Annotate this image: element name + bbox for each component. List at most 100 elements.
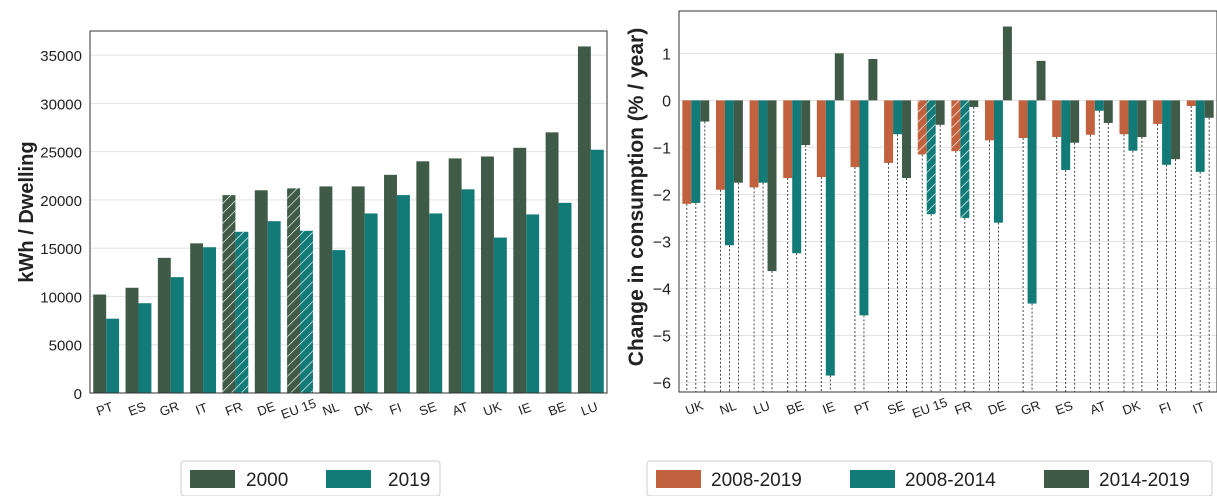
bar-pt-2019	[106, 318, 120, 393]
bar-be-2000	[545, 132, 559, 394]
bar-es-2008-2019	[1052, 100, 1062, 138]
bar-ie-2019	[526, 214, 540, 393]
x-tick-label-nl: NL	[718, 398, 739, 418]
bar-pt-2014-2019	[868, 58, 878, 101]
bar-eu-15-2014-2019	[935, 100, 945, 125]
legend-swatch-2008-2014	[850, 470, 895, 488]
bar-fi-2019	[396, 195, 410, 393]
bar-it-2000	[190, 243, 204, 393]
bar-es-2014-2019	[1070, 100, 1080, 143]
x-tick-label-lu: LU	[579, 399, 600, 419]
bar-ie-2000	[513, 147, 527, 393]
bar-pt-2008-2019	[850, 100, 860, 168]
bar-de-2019	[267, 221, 281, 393]
x-tick-label-pt: PT	[852, 398, 873, 418]
bar-pt-2000	[93, 294, 107, 393]
y-tick-label: 20000	[40, 193, 82, 210]
right-bars	[682, 26, 1214, 376]
x-tick-label-gr: GR	[1019, 397, 1042, 418]
bar-dk-2000	[351, 186, 365, 393]
y-tick-label: 35000	[40, 48, 82, 65]
bar-nl-2014-2019	[733, 100, 743, 183]
y-tick-label: −2	[653, 187, 671, 204]
right-drop-lines	[686, 106, 1210, 392]
bar-fr-2014-2019	[969, 100, 979, 107]
y-tick-label: 1	[662, 46, 671, 63]
y-tick-label: 0	[662, 93, 671, 110]
left-plot-frame	[89, 30, 608, 394]
legend-label-2014-2019: 2014-2019	[1099, 470, 1190, 491]
x-tick-label-ie: IE	[516, 400, 533, 418]
bar-dk-2008-2019	[1119, 100, 1129, 135]
x-tick-label-eu-15: EU 15	[279, 396, 318, 422]
right-y-tick-labels: −6 −5 −4 −3 −2 −1 0 1	[653, 46, 671, 392]
bar-lu-2008-2014	[758, 100, 768, 183]
x-tick-label-de: DE	[986, 398, 1008, 418]
bar-nl-2000	[319, 186, 333, 393]
bar-hatch-eu-15-2019	[300, 230, 313, 393]
bar-se-2014-2019	[902, 100, 912, 178]
bar-de-2000	[254, 190, 268, 393]
bar-se-2008-2019	[884, 100, 894, 163]
bar-hatch-fr-2008-2014	[960, 100, 970, 218]
bar-uk-2000	[480, 156, 494, 393]
bar-ie-2008-2019	[816, 100, 826, 178]
x-tick-label-se: SE	[417, 399, 439, 419]
bar-lu-2008-2019	[749, 100, 759, 188]
y-tick-label: 0	[74, 386, 82, 403]
bar-es-2008-2014	[1061, 100, 1071, 170]
x-tick-label-dk: DK	[1120, 398, 1142, 418]
bar-se-2000	[416, 161, 430, 393]
x-tick-label-de: DE	[255, 399, 277, 419]
bar-at-2019	[461, 189, 475, 393]
bar-fi-2014-2019	[1171, 100, 1181, 160]
bar-uk-2008-2019	[682, 100, 692, 204]
bar-es-2000	[125, 287, 139, 393]
bar-gr-2019	[170, 277, 184, 393]
x-tick-label-eu-15: EU 15	[910, 395, 949, 421]
bar-at-2000	[448, 158, 462, 393]
bar-de-2014-2019	[1002, 26, 1012, 101]
bar-at-2008-2014	[1094, 100, 1104, 111]
x-tick-label-at: AT	[1088, 398, 1108, 417]
bar-ie-2008-2014	[825, 100, 835, 376]
y-tick-label: −4	[653, 282, 671, 299]
legend-label-2000: 2000	[246, 470, 288, 491]
y-tick-label: 15000	[40, 241, 82, 258]
bar-es-2019	[138, 303, 152, 393]
y-tick-label: −6	[653, 376, 671, 393]
x-tick-label-ie: IE	[820, 399, 837, 417]
x-tick-label-se: SE	[885, 398, 907, 418]
bar-it-2014-2019	[1204, 100, 1214, 118]
bar-lu-2014-2019	[767, 100, 777, 272]
legend-swatch-2008-2019	[656, 470, 701, 488]
y-tick-label: −3	[653, 234, 671, 251]
bar-hatch-eu-15-2008-2014	[926, 100, 936, 215]
bar-be-2008-2019	[783, 100, 793, 178]
right-plot-frame	[678, 10, 1217, 393]
legend-swatch-2019	[326, 470, 371, 488]
legend-label-2008-2019: 2008-2019	[711, 470, 802, 491]
x-tick-label-it: IT	[1191, 399, 1207, 417]
x-tick-label-fr: FR	[223, 399, 244, 419]
bar-uk-2008-2014	[691, 100, 701, 203]
bar-pt-2008-2014	[859, 100, 869, 316]
bar-fi-2008-2014	[1162, 100, 1172, 165]
y-tick-label: 25000	[40, 145, 82, 162]
left-bar-chart: 0 5000 10000 15000 20000 25000 30000 35000 PT ES…	[16, 30, 608, 422]
x-tick-label-it: IT	[194, 400, 210, 418]
bar-gr-2014-2019	[1036, 60, 1046, 101]
bar-fi-2000	[384, 174, 397, 393]
bar-uk-2019	[493, 237, 507, 393]
bar-fi-2008-2019	[1153, 100, 1163, 124]
x-tick-label-dk: DK	[352, 399, 374, 419]
x-tick-label-fi: FI	[387, 400, 403, 418]
y-tick-label: 30000	[40, 96, 82, 113]
bar-hatch-fr-2019	[235, 231, 249, 393]
left-legend: 2000 2019	[180, 460, 441, 496]
bar-nl-2008-2019	[715, 100, 725, 190]
x-tick-label-es: ES	[1053, 398, 1075, 418]
bar-be-2008-2014	[792, 100, 802, 254]
right-legend: 2008-2019 2008-2014 2014-2019	[646, 460, 1213, 496]
